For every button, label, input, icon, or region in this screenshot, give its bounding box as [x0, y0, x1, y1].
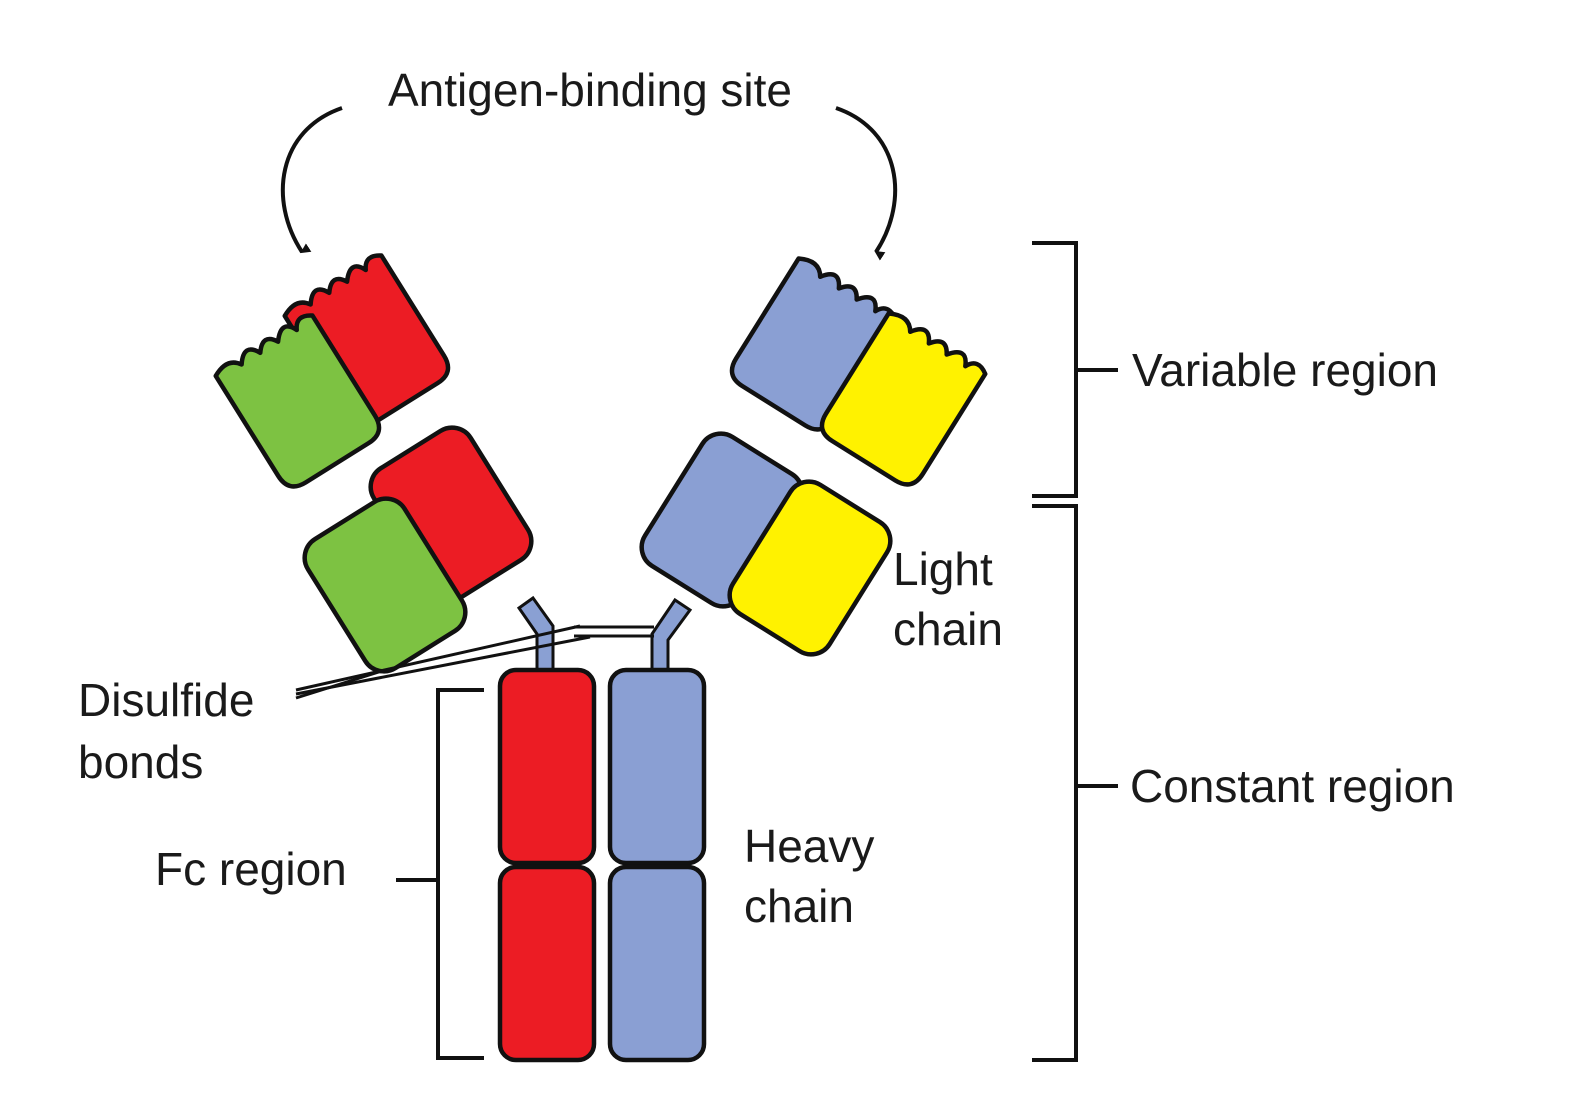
heavy-chain-domain-right-variable — [729, 256, 898, 432]
disulfide-bonds — [295, 624, 654, 700]
heavy-chain-domain-fc-lower-right — [607, 864, 707, 1063]
light-chain-label-line1: Light — [893, 543, 993, 595]
antigen-site-arrow-right — [835, 106, 898, 261]
light-chain-domain-right-variable — [819, 311, 988, 487]
disulfide-pointer-line — [295, 668, 386, 700]
heavy-chain-label-line2: chain — [744, 880, 854, 932]
antigen-site-arrow-left — [280, 106, 343, 254]
disulfide-bonds-label-line2: bonds — [78, 736, 203, 788]
light-chain-domain-right-constant — [727, 479, 893, 657]
light-chain-label: Light chain — [893, 543, 1006, 655]
left-fab-arm — [213, 253, 534, 674]
antigen-binding-site-label: Antigen-binding site — [388, 64, 792, 116]
heavy-chain-domain-fc-upper-left — [497, 667, 597, 866]
variable-region-label: Variable region — [1132, 344, 1438, 396]
fc-region-bracket — [396, 688, 484, 1060]
light-chain-domain-left-constant — [302, 496, 468, 674]
right-fab-arm — [639, 256, 988, 657]
fc-region-label: Fc region — [155, 843, 347, 895]
constant-region-bracket — [1032, 504, 1118, 1062]
heavy-chain-label-line1: Heavy — [744, 820, 874, 872]
light-chain-domain-left-variable — [213, 313, 382, 489]
disulfide-pointer-line — [295, 635, 591, 696]
constant-region-label: Constant region — [1130, 760, 1455, 812]
heavy-chain-domain-fc-upper-right — [607, 667, 707, 866]
disulfide-bonds-label: Disulfide bonds — [78, 674, 267, 788]
disulfide-bonds-label-line1: Disulfide — [78, 674, 254, 726]
heavy-chain-label: Heavy chain — [744, 820, 887, 932]
heavy-chain-domain-fc-lower-left — [497, 864, 597, 1063]
light-chain-label-line2: chain — [893, 603, 1003, 655]
fc-stem — [497, 667, 707, 1063]
heavy-chain-domain-left-variable — [282, 253, 451, 429]
disulfide-pointer-line — [295, 624, 581, 692]
variable-region-bracket — [1032, 241, 1118, 498]
